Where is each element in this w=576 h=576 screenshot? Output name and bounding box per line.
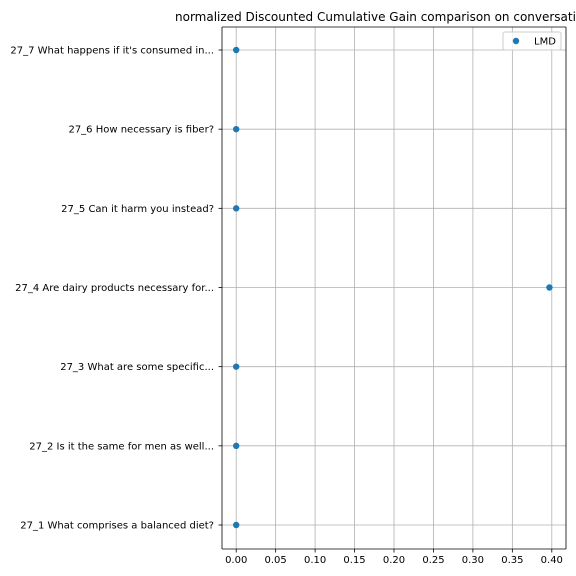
data-point-lmd-1 — [233, 521, 240, 529]
legend-marker-lmd — [512, 37, 520, 45]
legend-frame — [502, 31, 562, 51]
y-tick-label: 27_1 What comprises a balanced diet? — [20, 521, 214, 532]
x-tick-label: 0.30 — [462, 555, 484, 566]
data-point-lmd-3 — [233, 363, 240, 370]
x-tick-label: 0.15 — [343, 555, 365, 566]
x-tick-label: 0.20 — [383, 555, 405, 566]
y-tick-label: 27_7 What happens if it's consumed in... — [10, 46, 214, 57]
x-tick-label: 0.35 — [501, 555, 523, 566]
y-tick-label: 27_4 Are dairy products necessary for... — [15, 283, 214, 294]
y-tick-label: 27_2 Is it the same for men as well... — [29, 441, 214, 452]
legend: LMD — [502, 31, 562, 51]
axis-ticks: 0.00 0.05 0.10 0.15 0.20 0.25 0.30 0.35 0.40 27_1… — [10, 46, 563, 567]
y-tick-label: 27_3 What are some specific... — [60, 362, 214, 373]
data-point-lmd-4 — [546, 284, 553, 291]
chart-title: normalized Discounted Cumulative Gain co… — [175, 10, 576, 24]
data-point-lmd-7 — [233, 46, 240, 54]
x-tick-label: 0.10 — [304, 555, 326, 566]
data-point-lmd-5 — [233, 205, 240, 212]
data-point-lmd-6 — [233, 125, 240, 133]
axes — [221, 26, 567, 550]
legend-label-lmd: LMD — [534, 37, 556, 48]
x-tick-label: 0.00 — [225, 555, 247, 566]
y-tick-label: 27_5 Can it harm you instead? — [61, 204, 214, 215]
x-tick-label: 0.25 — [422, 555, 444, 566]
y-tick-label: 27_6 How necessary is fiber? — [68, 125, 214, 136]
grid-lines — [222, 27, 566, 549]
data-points — [233, 46, 553, 529]
data-point-lmd-2 — [233, 442, 240, 450]
x-tick-label: 0.40 — [541, 555, 563, 566]
x-tick-label: 0.05 — [265, 555, 287, 566]
